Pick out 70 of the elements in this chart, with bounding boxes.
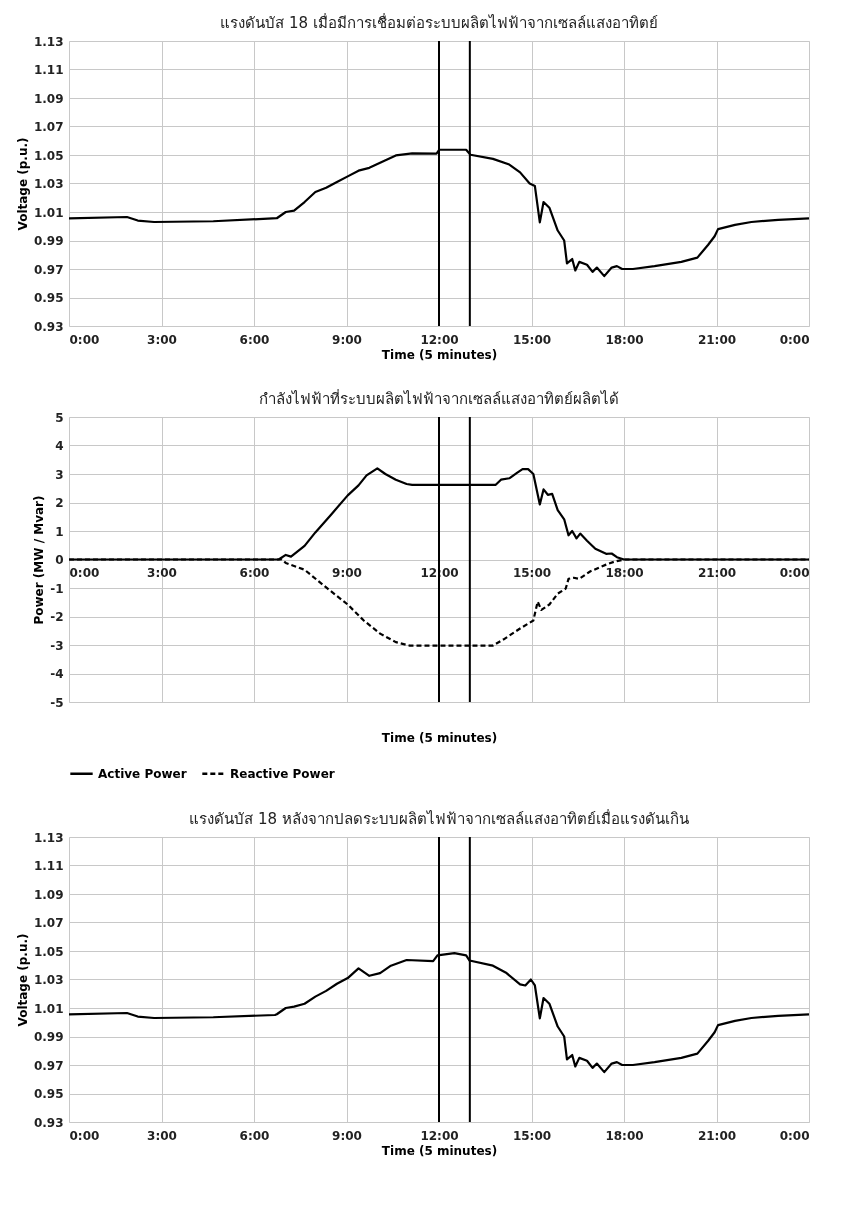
- y-tick-label: -1: [50, 581, 64, 596]
- y-tick-label: 1.03: [33, 177, 64, 191]
- y-tick-label: 1.11: [33, 63, 64, 77]
- x-tick-label: 6:00: [239, 1128, 270, 1143]
- y-tick-label: 2: [55, 496, 64, 510]
- x-tick-label: 9:00: [332, 566, 362, 580]
- x-tick-label: 12:00: [420, 332, 459, 347]
- chart-title: แรงดันบัส 18 เมื่อมีการเชื่อมต่อระบบผลิตไฟฟ้าจากเซลล์แสงอาทิตย์: [220, 12, 658, 32]
- y-tick-label: 1.09: [33, 91, 64, 106]
- x-tick-label: 3:00: [147, 1128, 177, 1143]
- x-tick-label: 21:00: [697, 1128, 737, 1143]
- x-tick-label: 9:00: [332, 1128, 362, 1143]
- x-tick-label: 21:00: [697, 332, 737, 347]
- legend-label: Active Power: [98, 766, 187, 781]
- x-tick-label: 15:00: [512, 566, 552, 580]
- y-tick-label: 1.09: [33, 887, 64, 902]
- y-tick-label: 1.05: [33, 944, 64, 959]
- y-axis-title: Power (MW / Mvar): [32, 495, 47, 625]
- x-tick-label: 0:00: [779, 1128, 810, 1143]
- y-tick-label: 0.95: [33, 291, 64, 305]
- y-tick-label: -2: [50, 610, 64, 624]
- x-tick-label: 12:00: [420, 1128, 459, 1143]
- y-tick-label: 1.01: [33, 1001, 64, 1016]
- x-tick-label: 3:00: [147, 332, 177, 347]
- x-tick-label: 18:00: [605, 1128, 644, 1143]
- x-axis-title: Time (5 minutes): [381, 1143, 498, 1158]
- y-tick-label: 1.03: [33, 973, 64, 987]
- x-tick-label: 9:00: [332, 332, 362, 347]
- y-tick-label: 0.99: [33, 1030, 64, 1044]
- y-tick-label: -4: [50, 667, 64, 681]
- y-tick-label: 0.95: [33, 1087, 64, 1101]
- y-axis-title: Voltage (p.u.): [15, 137, 30, 231]
- x-tick-label: 0:00: [69, 332, 100, 347]
- x-tick-label: 21:00: [697, 566, 737, 580]
- x-tick-label: 0:00: [779, 566, 810, 580]
- y-tick-label: 1.01: [33, 205, 64, 220]
- y-tick-label: 0.93: [33, 1115, 64, 1130]
- x-tick-label: 0:00: [69, 566, 100, 580]
- legend-label: Reactive Power: [230, 766, 335, 781]
- x-tick-label: 15:00: [512, 1128, 552, 1143]
- x-axis-title: Time (5 minutes): [381, 730, 498, 745]
- y-tick-label: 3: [55, 467, 64, 482]
- y-axis-title: Voltage (p.u.): [15, 933, 30, 1027]
- y-tick-label: 0.93: [33, 319, 64, 334]
- y-tick-label: 1.13: [33, 830, 64, 845]
- x-tick-label: 18:00: [605, 332, 644, 347]
- chart-title: กำลังไฟฟ้าที่ระบบผลิตไฟฟ้าจากเซลล์แสงอาทิตย์ผลิตได้: [259, 388, 619, 408]
- y-tick-label: 0: [55, 553, 64, 567]
- x-axis-title: Time (5 minutes): [381, 347, 498, 362]
- x-tick-label: 6:00: [239, 566, 270, 580]
- y-tick-label: 0.99: [33, 234, 64, 248]
- x-tick-label: 0:00: [69, 1128, 100, 1143]
- y-tick-label: 0.97: [33, 262, 64, 277]
- y-tick-label: 1: [55, 524, 64, 539]
- x-tick-label: 6:00: [239, 332, 270, 347]
- x-tick-label: 0:00: [779, 332, 810, 347]
- y-tick-label: 1.05: [33, 148, 64, 163]
- x-tick-label: 3:00: [147, 566, 177, 580]
- y-tick-label: 5: [55, 410, 64, 425]
- y-tick-label: 4: [55, 439, 64, 453]
- y-tick-label: -3: [50, 638, 64, 653]
- y-tick-label: 1.13: [33, 34, 64, 49]
- y-tick-label: 1.07: [33, 120, 64, 134]
- y-tick-label: 0.97: [33, 1058, 64, 1073]
- x-tick-label: 18:00: [605, 566, 644, 580]
- y-tick-label: 1.07: [33, 916, 64, 930]
- x-tick-label: 15:00: [512, 332, 552, 347]
- y-tick-label: -5: [50, 695, 64, 710]
- y-tick-label: 1.11: [33, 859, 64, 873]
- chart-title: แรงดันบัส 18 หลังจากปลดระบบผลิตไฟฟ้าจากเซลล์แสงอาทิตย์เมื่อแรงดันเกิน: [189, 808, 689, 828]
